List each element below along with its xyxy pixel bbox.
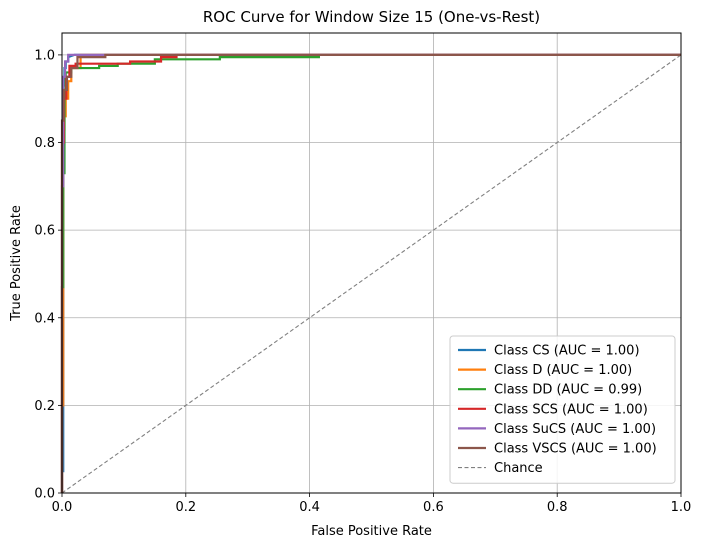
y-tick-label: 0.2 [34, 399, 55, 414]
legend-label: Class CS (AUC = 1.00) [494, 344, 640, 359]
chance-line [61, 54, 682, 494]
x-tick-label: 0.6 [423, 500, 444, 515]
y-tick-label: 0.8 [34, 136, 55, 151]
legend-box [449, 335, 676, 484]
legend-label: Class SuCS (AUC = 1.00) [494, 422, 656, 437]
legend-label: Chance [494, 461, 543, 476]
x-tick-label: 0.4 [299, 500, 320, 515]
chance-line-layer [61, 54, 682, 494]
series-layer [60, 53, 681, 493]
x-axis-label: False Positive Rate [311, 524, 432, 539]
chart-title: ROC Curve for Window Size 15 (One-vs-Res… [203, 8, 540, 26]
axis-ticks: 0.0 0.2 0.4 0.6 0.8 1.0 0.0 0.2 0.4 0.6 0.8 1.0 [34, 48, 691, 515]
legend: Class CS (AUC = 1.00) Class D (AUC = 1.00… [449, 335, 676, 484]
legend-label: Class D (AUC = 1.00) [494, 363, 632, 378]
x-tick-label: 0.0 [52, 500, 73, 515]
series-line-6 [60, 53, 681, 493]
legend-label: Class VSCS (AUC = 1.00) [494, 442, 657, 457]
x-tick-label: 0.2 [175, 500, 196, 515]
y-tick-label: 0.0 [34, 487, 55, 502]
legend-label: Class DD (AUC = 0.99) [494, 383, 642, 398]
x-tick-label: 0.8 [547, 500, 568, 515]
y-tick-label: 1.0 [34, 48, 55, 63]
x-tick-label: 1.0 [671, 500, 692, 515]
y-tick-label: 0.6 [34, 224, 55, 239]
plot-frame [61, 32, 682, 494]
y-axis-label: True Positive Rate [9, 205, 24, 322]
y-tick-label: 0.4 [34, 311, 55, 326]
legend-label: Class SCS (AUC = 1.00) [494, 402, 648, 417]
